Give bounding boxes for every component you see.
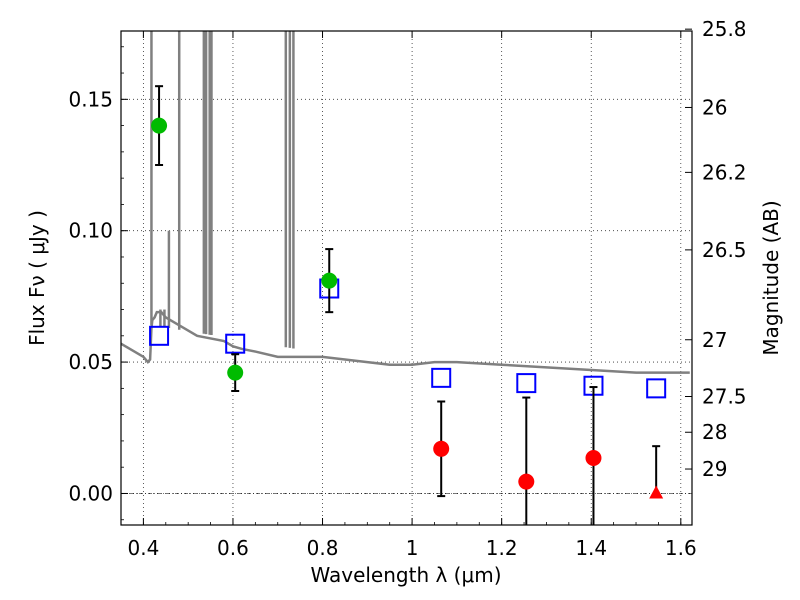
upper-limit-triangle bbox=[649, 485, 664, 499]
y-axis-right-label: Magnitude (AB) bbox=[759, 200, 783, 355]
model-photometry-square bbox=[431, 367, 452, 388]
model-spectrum-line bbox=[121, 310, 690, 374]
right-tick-label: 26.5 bbox=[702, 238, 747, 262]
non-detection-point bbox=[518, 473, 535, 490]
model-photometry-square bbox=[646, 378, 667, 399]
x-tick-label: 0.8 bbox=[307, 536, 339, 560]
right-tick-label: 26.2 bbox=[702, 160, 747, 184]
model-photometry-square bbox=[225, 333, 246, 354]
right-tick-label: 27 bbox=[702, 328, 727, 352]
plot-area bbox=[121, 31, 690, 525]
detection-point bbox=[321, 272, 338, 289]
model-photometry-square bbox=[149, 325, 170, 346]
right-tick-label: 25.8 bbox=[702, 17, 747, 41]
y-tick-label: 0.15 bbox=[68, 87, 113, 111]
y-tick-label: 0.00 bbox=[68, 481, 113, 505]
x-tick-label: 1.2 bbox=[486, 536, 518, 560]
x-tick-label: 1 bbox=[406, 536, 419, 560]
plot-frame bbox=[120, 30, 693, 526]
x-axis-label: Wavelength λ (μm) bbox=[310, 563, 501, 587]
right-tick-label: 26 bbox=[702, 95, 727, 119]
right-tick-label: 29 bbox=[702, 457, 727, 481]
x-tick-label: 1.4 bbox=[575, 536, 607, 560]
right-tick-label: 28 bbox=[702, 420, 727, 444]
non-detection-point bbox=[433, 440, 450, 457]
x-tick-label: 0.4 bbox=[127, 536, 159, 560]
non-detection-point bbox=[585, 449, 602, 466]
grid bbox=[121, 31, 692, 525]
y-tick-label: 0.05 bbox=[68, 350, 113, 374]
model-photometry-square bbox=[516, 373, 537, 394]
x-tick-label: 0.6 bbox=[217, 536, 249, 560]
x-tick-label: 1.6 bbox=[665, 536, 697, 560]
y-axis-label: Flux Fν ( μJy ) bbox=[25, 210, 49, 346]
right-tick-label: 27.5 bbox=[702, 385, 747, 409]
detection-point bbox=[151, 117, 168, 134]
detection-point bbox=[227, 364, 244, 381]
y-tick-label: 0.10 bbox=[68, 219, 113, 243]
ticks: 0.4 0.6 0.8 1 1.2 1.4 1.6 0.00 0.05 0.10 0.15 25.8 2… bbox=[68, 17, 746, 560]
